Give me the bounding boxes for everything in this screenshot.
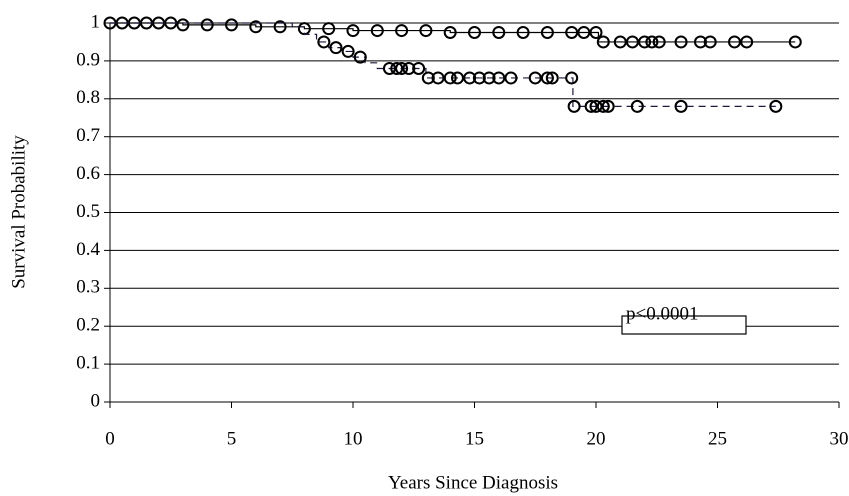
x-tick-label: 5	[227, 428, 237, 449]
censor-marker	[390, 61, 404, 75]
censor-marker	[329, 41, 343, 55]
censor-marker	[370, 24, 384, 38]
censor-marker	[703, 35, 717, 49]
censor-marker	[468, 25, 481, 39]
y-tick-label: 0.9	[76, 49, 100, 70]
censor-marker	[540, 25, 554, 39]
censor-marker	[353, 50, 367, 64]
censor-marker	[395, 61, 409, 75]
censor-marker	[528, 71, 542, 85]
censor-marker	[322, 22, 336, 36]
censor-marker	[382, 61, 396, 75]
y-tick-label: 0.6	[76, 163, 100, 184]
survival-curve	[110, 22, 776, 107]
censor-marker	[412, 61, 426, 75]
censor-marker	[516, 25, 530, 39]
censor-marker	[788, 35, 802, 49]
censor-marker	[589, 99, 603, 113]
censor-marker	[625, 35, 639, 49]
censor-marker	[463, 71, 477, 85]
censor-marker	[565, 71, 579, 85]
censor-marker	[630, 99, 644, 113]
annotation: p<0.0001	[626, 303, 698, 324]
y-tick-label: 0.4	[76, 239, 100, 260]
y-tick-label: 0.3	[76, 277, 100, 298]
censor-marker	[492, 25, 506, 39]
censor-marker	[472, 71, 486, 85]
censor-marker	[450, 71, 464, 85]
annotation-box	[621, 315, 747, 335]
censor-marker	[728, 35, 742, 49]
censor-marker	[567, 99, 581, 113]
censor-marker	[419, 24, 433, 38]
x-tick-label: 10	[344, 428, 363, 449]
censor-marker	[638, 35, 652, 49]
censor-marker	[443, 25, 457, 39]
censor-marker	[273, 20, 287, 34]
x-tick-label: 0	[105, 428, 115, 449]
censor-marker	[577, 25, 591, 39]
censor-marker	[565, 25, 579, 39]
censor-marker	[492, 71, 506, 85]
x-tick-label: 15	[465, 428, 484, 449]
censor-marker	[482, 71, 496, 85]
censor-marker	[584, 99, 598, 113]
censor-marker	[504, 71, 518, 85]
y-tick-label: 0.1	[76, 352, 100, 373]
censor-marker	[431, 71, 445, 85]
censor-marker	[443, 71, 457, 85]
x-axis-label: Years Since Diagnosis	[388, 472, 558, 493]
censor-marker	[613, 35, 627, 49]
y-tick-label: 0.2	[76, 315, 100, 336]
censor-marker	[402, 61, 416, 75]
censor-marker	[674, 99, 688, 113]
y-tick-label: 0	[91, 390, 101, 411]
x-tick-label: 30	[830, 428, 849, 449]
censor-marker	[341, 44, 355, 58]
censor-marker	[769, 99, 783, 113]
y-tick-label: 0.5	[76, 201, 100, 222]
censor-marker	[540, 71, 554, 85]
y-tick-label: 1	[91, 11, 101, 32]
censor-marker	[176, 18, 190, 32]
y-axis-label: Survival Probability	[8, 135, 29, 289]
censor-marker	[601, 99, 615, 113]
censor-marker	[317, 35, 331, 49]
censor-marker	[346, 24, 360, 38]
censor-marker	[249, 20, 263, 34]
y-tick-label: 0.7	[76, 125, 100, 146]
censor-marker	[225, 18, 238, 32]
censor-marker	[395, 24, 409, 38]
censor-marker	[596, 35, 610, 49]
censor-marker	[200, 18, 214, 32]
censor-marker	[652, 35, 666, 49]
censor-marker	[421, 71, 435, 85]
censor-marker	[693, 35, 707, 49]
censor-marker	[674, 35, 688, 49]
x-tick-label: 25	[708, 428, 727, 449]
survival-curve	[110, 22, 796, 43]
censor-marker	[545, 71, 559, 85]
censor-marker	[645, 35, 659, 49]
y-tick-label: 0.8	[76, 87, 100, 108]
censor-marker	[596, 99, 610, 113]
censor-marker	[589, 25, 603, 39]
censor-marker	[740, 35, 754, 49]
x-tick-label: 20	[587, 428, 606, 449]
